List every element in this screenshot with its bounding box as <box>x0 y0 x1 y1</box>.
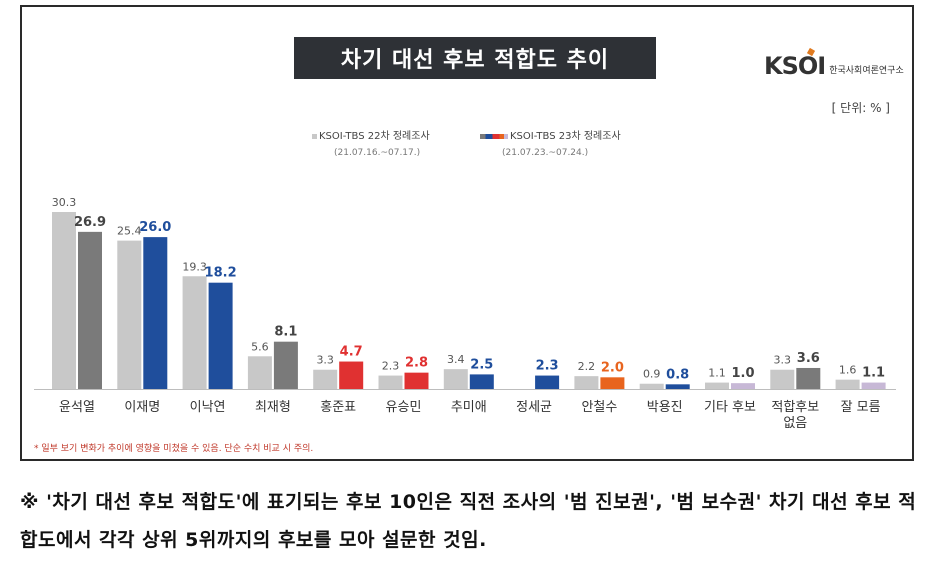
bar-23-1 <box>143 237 168 389</box>
bar-23-5 <box>404 372 429 389</box>
legend-swatch-22 <box>312 133 317 139</box>
data-label-23-0: 26.9 <box>74 215 106 230</box>
data-label-22-12: 1.6 <box>839 364 857 377</box>
unit-label: [ 단위: % ] <box>831 101 890 115</box>
data-label-23-2: 18.2 <box>205 266 237 281</box>
bar-23-12 <box>861 382 886 389</box>
bar-23-8 <box>600 377 625 389</box>
data-label-22-11: 3.3 <box>774 354 792 367</box>
bar-22-6 <box>443 369 468 389</box>
data-label-23-6: 2.5 <box>470 357 493 372</box>
bar-23-2 <box>208 282 233 389</box>
footnote: * 일부 보기 변화가 추이에 영향을 미쳤을 수 있음. 단순 수치 비교 시… <box>34 444 314 454</box>
logo-mark: KSOI <box>764 47 826 80</box>
ksoi-logo: KSOI 한국사회여론연구소 <box>764 47 904 80</box>
bar-22-8 <box>574 376 599 389</box>
bar-22-2 <box>182 276 207 389</box>
data-label-23-11: 3.6 <box>797 351 820 366</box>
bar-23-3 <box>273 341 298 389</box>
bar-23-9 <box>665 384 690 389</box>
data-label-23-9: 0.8 <box>666 367 689 382</box>
data-label-23-8: 2.0 <box>601 360 624 375</box>
bar-23-7 <box>535 375 560 389</box>
footer-caption: ※ '차기 대선 후보 적합도'에 표기되는 후보 10인은 직전 조사의 '범… <box>20 491 917 551</box>
bar-22-0 <box>52 212 76 389</box>
legend-item-22: KSOI-TBS 22차 정례조사 (21.07.16.~07.17.) <box>312 127 430 158</box>
data-label-22-9: 0.9 <box>643 368 661 381</box>
category-label-1: 이재명 <box>124 400 160 415</box>
data-label-22-4: 3.3 <box>316 354 334 367</box>
bar-22-10 <box>705 382 729 389</box>
category-label-6: 추미애 <box>451 400 487 415</box>
bar-chart: 30.3 26.9 윤석열 25.426.0 이재명 19.318.2 이낙연 5.6 8.1 최… <box>34 196 896 431</box>
category-label-9: 박용진 <box>647 400 683 415</box>
category-label-10: 기타 후보 <box>704 400 756 415</box>
data-label-23-4: 4.7 <box>340 345 363 360</box>
bar-22-12 <box>835 379 860 389</box>
legend-label-23: KSOI-TBS 23차 정례조사 <box>510 131 621 142</box>
category-label-5: 유승민 <box>386 400 422 415</box>
data-label-23-1: 26.0 <box>139 220 171 235</box>
legend-swatch-23 <box>480 133 508 139</box>
category-label-2: 이낙연 <box>190 400 226 415</box>
bar-22-3 <box>247 356 272 389</box>
bar-23-4 <box>339 361 364 389</box>
bar-22-9 <box>639 383 664 389</box>
data-label-23-7: 2.3 <box>536 359 559 374</box>
logo-subtitle: 한국사회여론연구소 <box>829 65 904 76</box>
category-label-4: 홍준표 <box>320 400 356 415</box>
bar-23-6 <box>469 374 494 389</box>
data-label-22-2: 19.3 <box>182 260 207 273</box>
data-label-23-3: 8.1 <box>274 325 297 340</box>
legend-label-22: KSOI-TBS 22차 정례조사 <box>319 131 430 142</box>
bar-22-5 <box>378 375 403 389</box>
data-label-22-6: 3.4 <box>447 353 465 366</box>
data-label-22-3: 5.6 <box>251 340 269 353</box>
data-label-23-5: 2.8 <box>405 356 428 371</box>
category-label-0: 윤석열 <box>59 400 95 415</box>
legend-period-22: (21.07.16.~07.17.) <box>334 148 421 158</box>
bar-23-0 <box>78 231 102 389</box>
bar-22-11 <box>770 369 795 389</box>
data-label-23-12: 1.1 <box>862 366 885 381</box>
bar-22-4 <box>313 369 338 389</box>
data-label-23-10: 1.0 <box>731 366 754 381</box>
data-label-22-0: 30.3 <box>52 196 77 209</box>
bar-22-1 <box>117 240 142 389</box>
category-label-11: 적합후보 없음 <box>771 400 819 431</box>
legend-period-23: (21.07.23.~07.24.) <box>502 148 589 158</box>
legend-item-23: KSOI-TBS 23차 정례조사 (21.07.23.~07.24.) <box>480 127 621 158</box>
bar-23-10 <box>731 383 755 389</box>
bar-23-11 <box>796 367 821 389</box>
data-label-22-1: 25.4 <box>117 225 142 238</box>
category-label-12: 잘 모름 <box>841 400 881 415</box>
chart-title: 차기 대선 후보 적합도 추이 <box>294 37 656 79</box>
category-label-3: 최재형 <box>255 400 291 415</box>
category-label-7: 정세균 <box>516 400 552 415</box>
data-label-22-8: 2.2 <box>578 360 596 373</box>
data-label-22-10: 1.1 <box>708 367 726 380</box>
data-label-22-5: 2.3 <box>382 360 400 373</box>
category-label-8: 안철수 <box>581 400 617 415</box>
